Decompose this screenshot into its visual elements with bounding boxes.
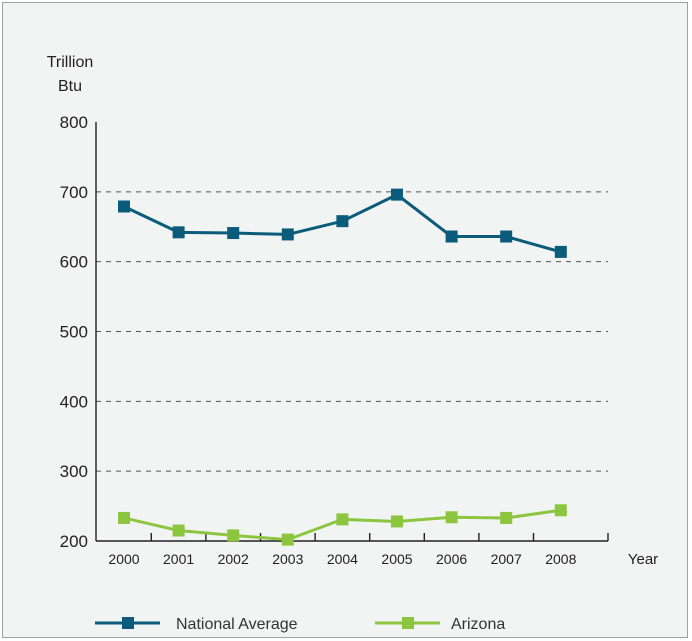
legend-item-arizona: Arizona — [375, 616, 505, 633]
data-point-arizona — [445, 511, 458, 524]
y-tick-label: 200 — [60, 532, 88, 551]
data-point-arizona — [172, 524, 185, 537]
axes — [95, 122, 609, 542]
legend: National Average Arizona — [95, 616, 505, 633]
x-tick-label: 2001 — [163, 551, 194, 567]
y-tick-label: 300 — [60, 462, 88, 481]
legend-item-national-average: National Average — [95, 616, 298, 633]
y-tick-label: 400 — [60, 392, 88, 411]
legend-label-national-average: National Average — [176, 616, 298, 633]
data-series — [118, 188, 567, 546]
y-axis-ticks: 200 300 400 500 600 700 800 — [60, 113, 88, 551]
x-tick-label: 2006 — [436, 551, 467, 567]
data-point-national-average — [172, 226, 185, 239]
data-point-national-average — [281, 228, 294, 241]
data-point-national-average — [554, 245, 567, 258]
x-tick-label: 2002 — [218, 551, 249, 567]
y-tick-label: 800 — [60, 113, 88, 132]
legend-marker-arizona — [402, 617, 414, 629]
y-axis-label-line-2: Btu — [58, 78, 82, 95]
data-point-arizona — [336, 513, 349, 526]
y-tick-label: 700 — [60, 183, 88, 202]
data-point-arizona — [391, 515, 403, 528]
x-tick-label: 2003 — [272, 551, 303, 567]
y-axis-label-line-1: Trillion — [47, 54, 94, 71]
x-tick-label: 2008 — [545, 551, 576, 567]
data-point-arizona — [227, 529, 240, 542]
data-point-national-average — [500, 230, 513, 243]
data-point-arizona — [500, 511, 513, 524]
x-axis-ticks: 2000 2001 2002 2003 2004 2005 2006 2007 2008 — [108, 533, 577, 567]
data-point-national-average — [445, 230, 458, 243]
data-point-national-average — [227, 227, 240, 240]
x-axis-label: Year — [628, 551, 658, 568]
data-point-arizona — [118, 511, 130, 524]
data-point-national-average — [391, 188, 403, 201]
data-point-national-average — [118, 200, 130, 213]
data-point-national-average — [336, 215, 349, 228]
y-tick-label: 500 — [60, 323, 88, 342]
data-point-arizona — [281, 533, 294, 546]
legend-marker-national-average — [122, 617, 134, 629]
x-tick-label: 2007 — [491, 551, 522, 567]
x-tick-label: 2004 — [327, 551, 358, 567]
x-tick-label: 2005 — [381, 551, 412, 567]
data-point-arizona — [554, 504, 567, 517]
y-tick-label: 600 — [60, 253, 88, 272]
legend-label-arizona: Arizona — [451, 616, 505, 633]
x-tick-label: 2000 — [108, 551, 139, 567]
